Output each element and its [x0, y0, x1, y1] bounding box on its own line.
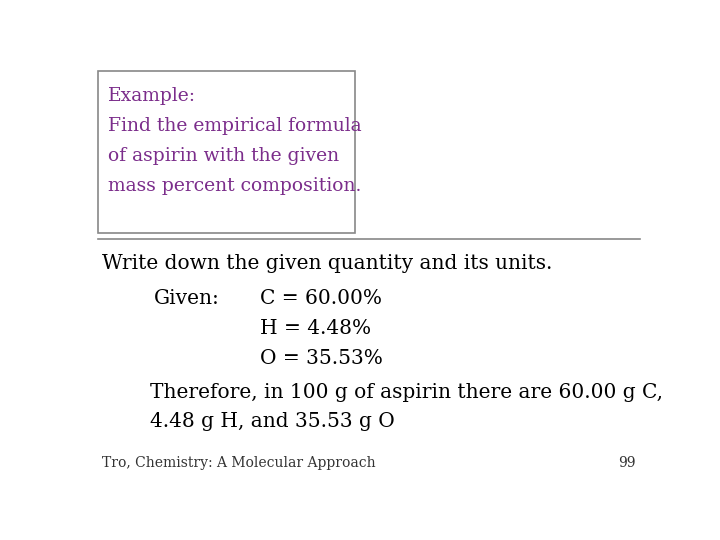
Text: Write down the given quantity and its units.: Write down the given quantity and its un… — [102, 254, 553, 273]
FancyBboxPatch shape — [99, 71, 355, 233]
Text: mass percent composition.: mass percent composition. — [109, 177, 361, 194]
Text: Example:: Example: — [109, 87, 197, 105]
Text: Tro, Chemistry: A Molecular Approach: Tro, Chemistry: A Molecular Approach — [102, 456, 376, 470]
Text: Given:: Given: — [154, 289, 220, 308]
Text: C = 60.00%: C = 60.00% — [260, 289, 382, 308]
Text: H = 4.48%: H = 4.48% — [260, 319, 372, 338]
Text: Find the empirical formula: Find the empirical formula — [109, 117, 362, 135]
Text: of aspirin with the given: of aspirin with the given — [109, 147, 340, 165]
Text: 4.48 g H, and 35.53 g O: 4.48 g H, and 35.53 g O — [150, 413, 395, 431]
Text: O = 35.53%: O = 35.53% — [260, 349, 383, 368]
Text: Therefore, in 100 g of aspirin there are 60.00 g C,: Therefore, in 100 g of aspirin there are… — [150, 383, 663, 402]
Text: 99: 99 — [618, 456, 636, 470]
